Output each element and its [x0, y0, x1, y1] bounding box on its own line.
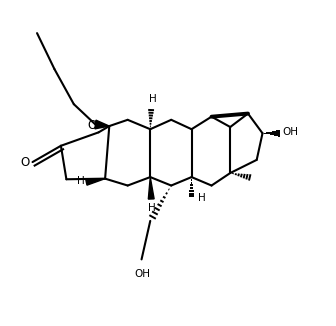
Polygon shape [95, 120, 109, 129]
Text: H: H [148, 203, 156, 214]
Polygon shape [148, 177, 154, 199]
Polygon shape [86, 179, 105, 185]
Text: H: H [198, 193, 206, 203]
Text: OH: OH [134, 269, 151, 279]
Text: O: O [20, 156, 30, 169]
Text: H: H [149, 95, 157, 104]
Text: O: O [88, 119, 97, 132]
Text: H: H [77, 176, 84, 186]
Text: OH: OH [283, 127, 299, 137]
